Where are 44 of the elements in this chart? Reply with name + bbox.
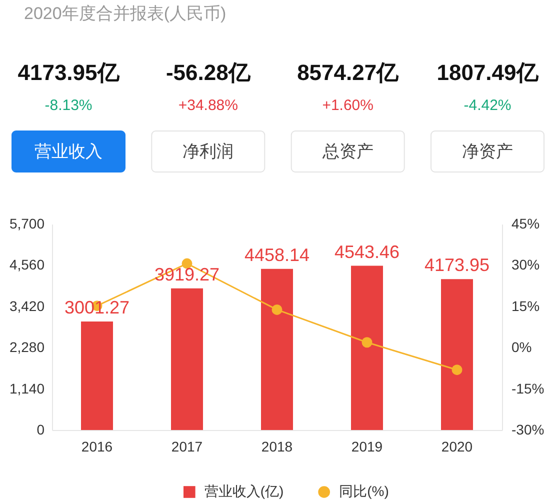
x-tick-label: 2017 (171, 438, 203, 454)
category-label: 净利润 (182, 142, 234, 161)
category-label: 总资产 (321, 142, 374, 161)
data-label: 1807.49亿 (436, 60, 540, 85)
y2-tick-label: 30% (512, 256, 540, 273)
x-tick-label: 2020 (441, 438, 473, 454)
bar (261, 268, 293, 430)
legend-label: 营业收入(亿) (204, 483, 284, 499)
bar (171, 288, 203, 430)
x-tick-label: 2016 (81, 438, 113, 454)
bar (351, 266, 383, 430)
point (362, 337, 372, 348)
point (452, 364, 462, 376)
data-label: -56.28亿 (166, 60, 252, 85)
data-label: 4173.95亿 (18, 60, 120, 85)
point (272, 304, 282, 315)
y-tick-label: 3,420 (9, 298, 45, 314)
y-tick-label: 0 (36, 422, 45, 438)
bar (441, 279, 473, 430)
text: 2020年度合并报表(人民币) (24, 4, 226, 23)
data-label: -4.42% (464, 97, 512, 114)
y2-tick-label: 0% (512, 339, 532, 356)
y-tick-label: 2,280 (9, 339, 45, 356)
x-tick-label: 2019 (351, 438, 383, 454)
legend-label: 同比(%) (339, 483, 389, 499)
data-label: +1.60% (322, 97, 374, 114)
y-tick-label: 5,700 (9, 216, 45, 232)
category-label: 净资产 (462, 142, 513, 161)
data-label: 4173.95 (424, 255, 490, 276)
data-label: +34.88% (178, 97, 238, 114)
data-label: 4543.46 (334, 242, 400, 262)
data-label: -8.13% (44, 97, 92, 114)
bar (81, 322, 113, 430)
category-label: 营业收入 (34, 142, 102, 161)
y-tick-label: 4,560 (9, 256, 45, 273)
data-label: 4458.14 (244, 244, 310, 265)
data-label: 3001.27 (64, 298, 130, 318)
y2-tick-label: 45% (512, 216, 540, 232)
y2-tick-label: -30% (512, 422, 544, 438)
y-tick-label: 1,140 (9, 380, 45, 396)
y2-tick-label: -15% (512, 380, 544, 396)
y2-tick-label: 15% (512, 298, 540, 314)
x-tick-label: 2018 (261, 438, 293, 454)
data-label: 8574.27亿 (297, 60, 400, 85)
